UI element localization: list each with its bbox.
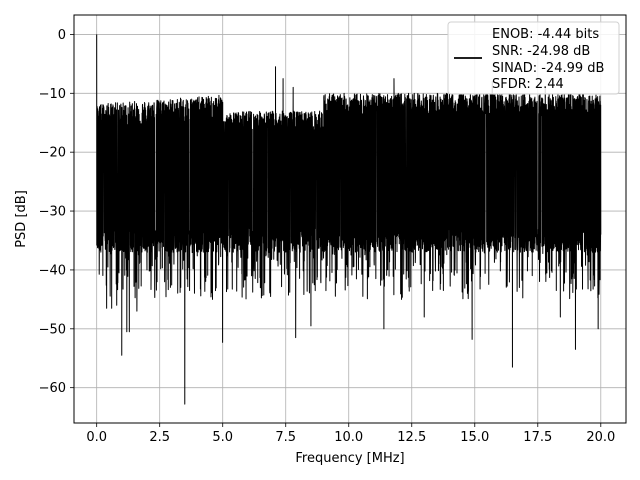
series-layer [96,34,602,405]
y-tick-label: −20 [39,146,66,161]
x-axis-ticks: 0.0 2.5 5.0 7.5 10.0 12.5 15.0 17.5 20.0 [86,423,615,445]
x-tick-label: 15.0 [460,430,489,445]
legend-line-2: SNR: -24.98 dB [492,44,590,59]
x-tick-label: 0.0 [86,430,107,445]
y-tick-label: −30 [39,205,66,220]
y-tick-label: −60 [39,381,66,396]
x-tick-label: 20.0 [586,430,615,445]
legend-line-3: SINAD: -24.99 dB [492,61,604,76]
legend: ENOB: -4.44 bits SNR: -24.98 dB SINAD: -… [447,21,620,95]
x-tick-label: 17.5 [523,430,552,445]
y-tick-label: −50 [39,322,66,337]
legend-line-1: ENOB: -4.44 bits [492,27,599,42]
y-tick-label: −10 [39,87,66,102]
x-tick-label: 12.5 [397,430,426,445]
x-axis-label: Frequency [MHz] [295,451,404,466]
legend-box [447,21,620,95]
y-axis-label: PSD [dB] [14,190,29,248]
x-tick-label: 10.0 [334,430,363,445]
x-tick-label: 7.5 [275,430,296,445]
x-tick-label: 2.5 [149,430,170,445]
x-tick-label: 5.0 [212,430,233,445]
y-tick-label: −40 [39,263,66,278]
legend-line-4: SFDR: 2.44 [492,77,564,92]
y-tick-label: 0 [58,28,66,43]
psd-series-line [96,34,602,405]
y-axis-ticks: 0 −10 −20 −30 −40 −50 −60 [39,28,74,396]
plot-frame [73,14,627,424]
